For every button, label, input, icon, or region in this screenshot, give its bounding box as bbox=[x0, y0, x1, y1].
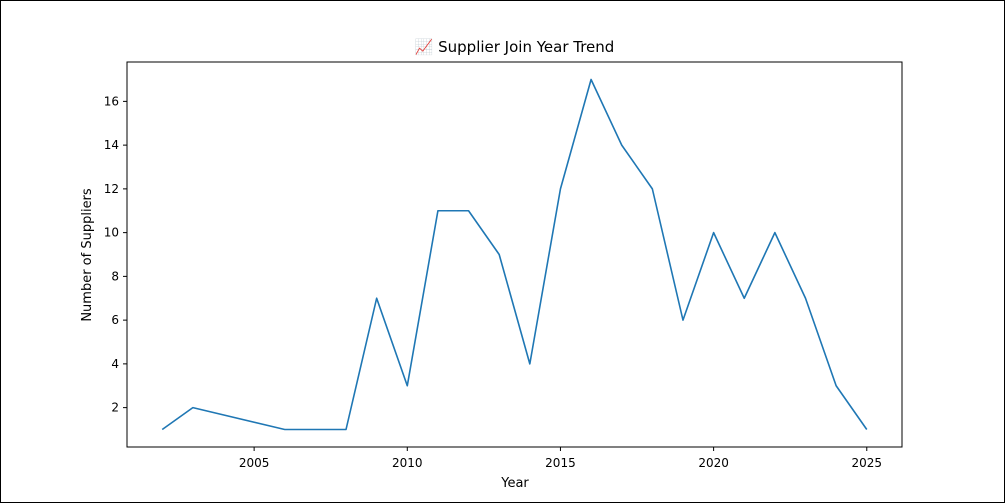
x-axis-label: Year bbox=[500, 476, 529, 491]
plot-area-frame bbox=[126, 61, 903, 448]
x-tick-label: 2010 bbox=[392, 456, 423, 470]
y-axis-label: Number of Suppliers bbox=[80, 188, 95, 322]
y-tick-label: 14 bbox=[104, 138, 119, 152]
x-tick-label: 2005 bbox=[239, 456, 270, 470]
y-tick-label: 2 bbox=[111, 401, 119, 415]
x-tick-label: 2020 bbox=[698, 456, 729, 470]
chart-title: 📈 Supplier Join Year Trend bbox=[414, 38, 615, 56]
y-tick-label: 8 bbox=[111, 269, 119, 283]
y-tick-label: 12 bbox=[104, 182, 119, 196]
y-tick-label: 10 bbox=[104, 226, 119, 240]
series-line bbox=[161, 78, 868, 431]
y-tick-label: 6 bbox=[111, 313, 119, 327]
x-tick-label: 2025 bbox=[851, 456, 882, 470]
y-tick-label: 4 bbox=[111, 357, 119, 371]
y-tick-label: 16 bbox=[104, 94, 119, 108]
x-tick-label: 2015 bbox=[545, 456, 576, 470]
